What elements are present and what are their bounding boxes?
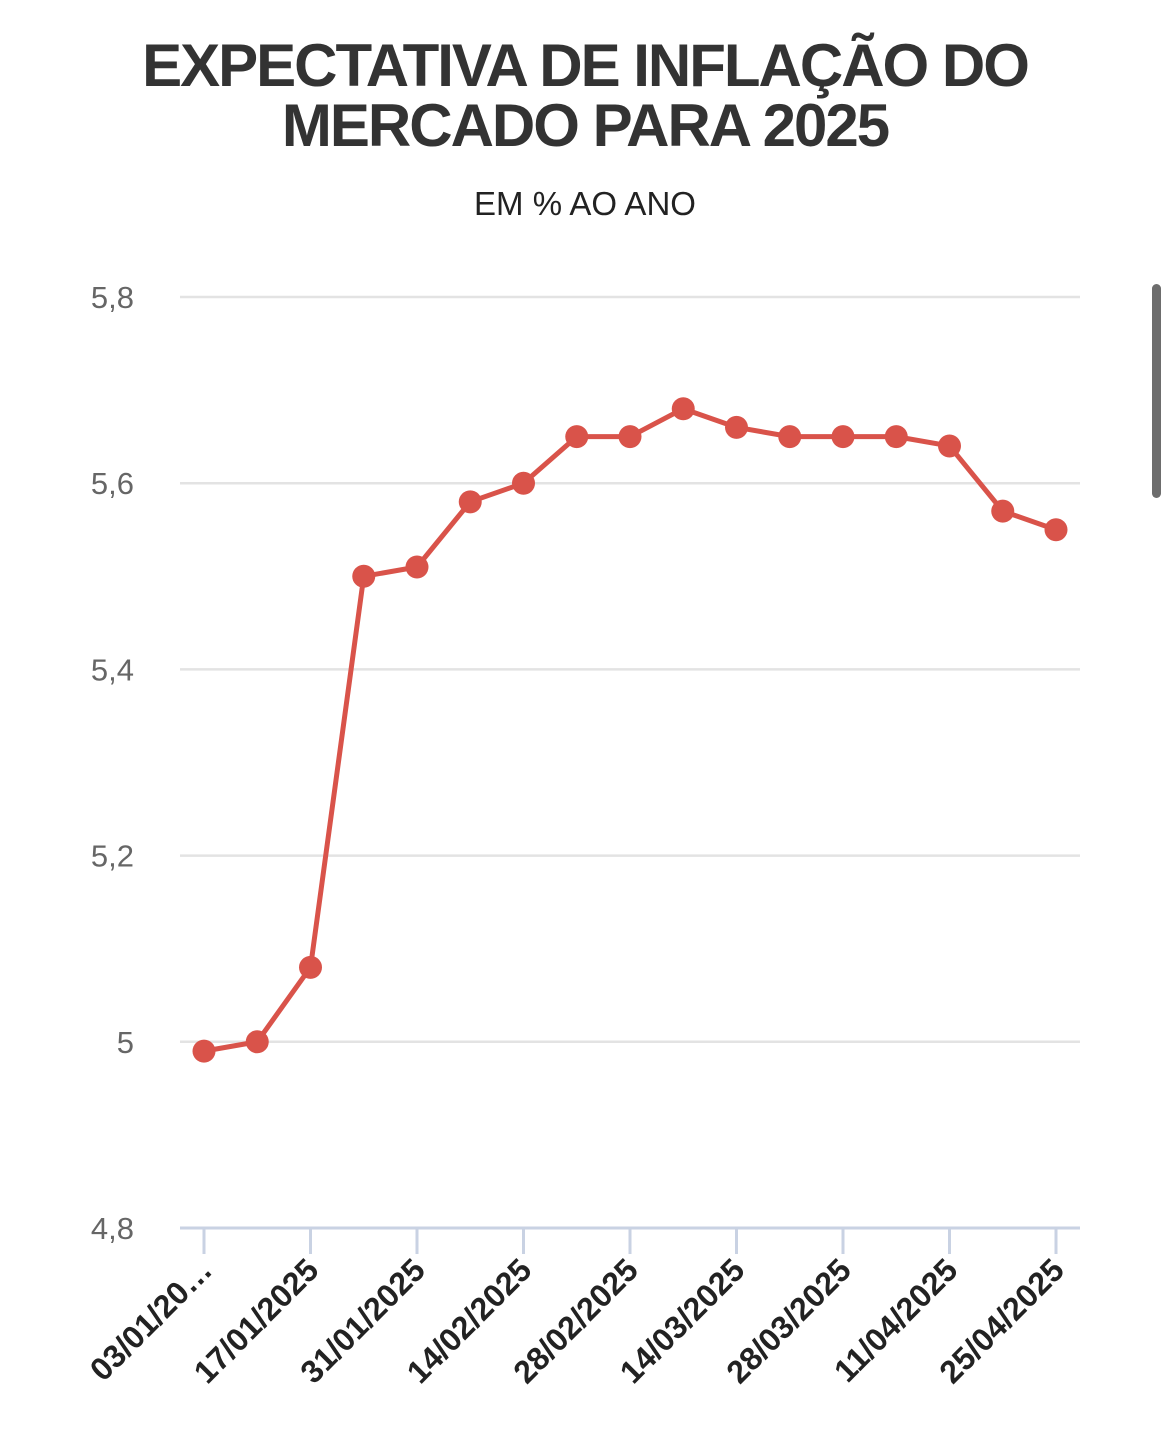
series-layer <box>192 397 1068 1063</box>
data-point <box>938 434 961 458</box>
grid-lines <box>180 295 1080 1044</box>
data-point <box>831 425 855 449</box>
y-tick-label: 5,6 <box>91 466 134 501</box>
data-point <box>671 397 695 421</box>
x-axis: 03/01/20…17/01/202531/01/202514/02/20252… <box>83 1226 1080 1390</box>
chart-title-line-2: MERCADO PARA 2025 <box>281 92 890 159</box>
chart-title-line-1: EXPECTATIVA DE INFLAÇÃO DO <box>142 32 1030 99</box>
chart-title: EXPECTATIVA DE INFLAÇÃO DO MERCADO PARA … <box>0 36 1170 156</box>
chart-subtitle: EM % AO ANO <box>474 185 696 222</box>
data-point <box>991 499 1015 523</box>
data-point <box>778 425 802 449</box>
data-point <box>618 425 642 449</box>
y-tick-label: 5,8 <box>91 280 134 315</box>
data-point <box>725 415 748 439</box>
y-axis-ticks: 4,8 5 5,2 5,4 5,6 5,8 <box>91 280 134 1246</box>
y-tick-label: 5,2 <box>91 839 134 874</box>
series-line <box>201 406 1059 1054</box>
data-point <box>405 555 429 579</box>
data-point <box>458 490 482 514</box>
data-point <box>299 955 322 979</box>
y-tick-label: 5,4 <box>91 652 134 687</box>
data-point <box>1044 518 1068 542</box>
data-point <box>352 564 376 588</box>
data-point <box>192 1039 216 1063</box>
y-tick-label: 5 <box>117 1025 134 1060</box>
y-tick-label: 4,8 <box>91 1211 134 1246</box>
data-point <box>565 425 589 449</box>
data-point <box>512 471 535 495</box>
scrollbar[interactable] <box>1152 284 1161 498</box>
data-point <box>884 425 908 449</box>
data-point <box>245 1030 269 1054</box>
